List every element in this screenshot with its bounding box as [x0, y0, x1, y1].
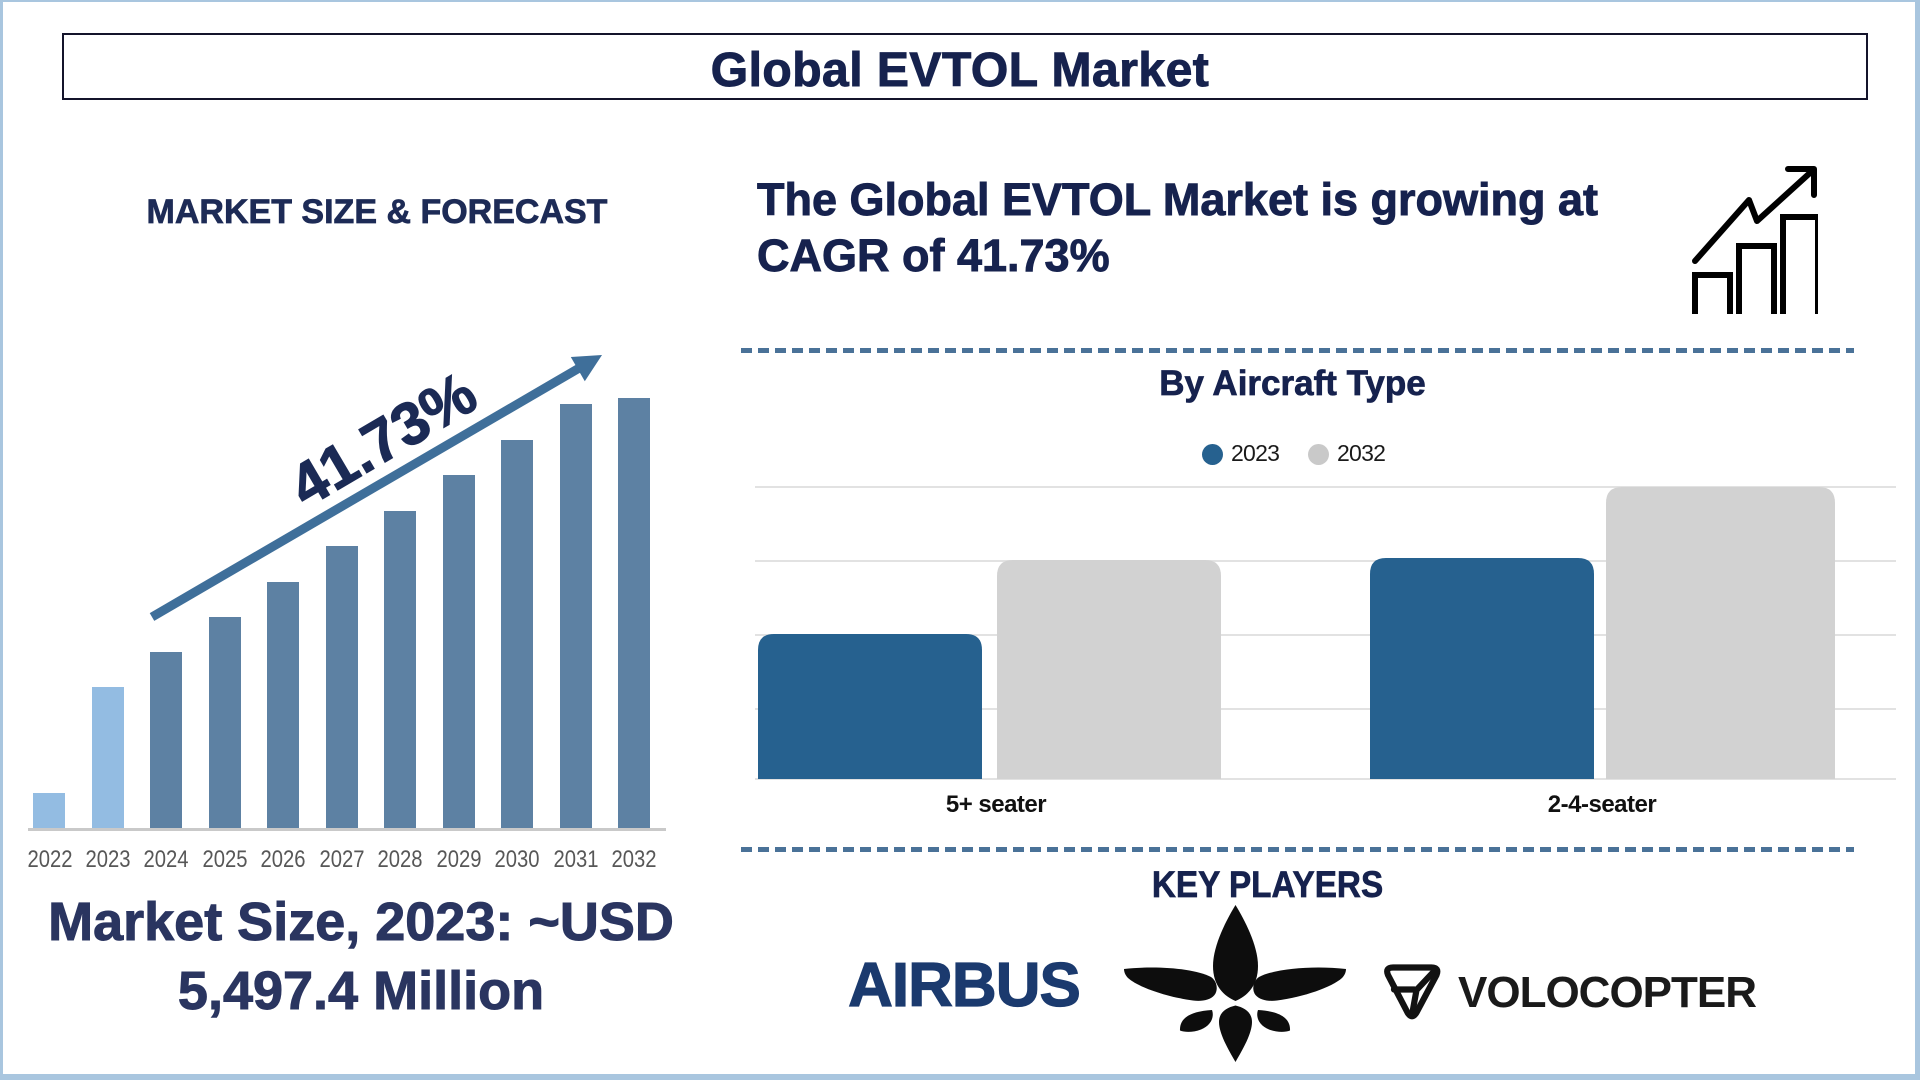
svg-text:2027: 2027: [320, 846, 365, 873]
svg-text:2031: 2031: [554, 846, 599, 873]
svg-text:2025: 2025: [203, 846, 248, 873]
svg-text:2022: 2022: [28, 846, 73, 873]
svg-text:2032: 2032: [612, 846, 657, 873]
svg-text:2026: 2026: [261, 846, 306, 873]
svg-text:2024: 2024: [144, 846, 189, 873]
svg-text:2030: 2030: [495, 846, 540, 873]
svg-text:2028: 2028: [378, 846, 423, 873]
svg-text:2029: 2029: [437, 846, 482, 873]
svg-text:2023: 2023: [86, 846, 131, 873]
